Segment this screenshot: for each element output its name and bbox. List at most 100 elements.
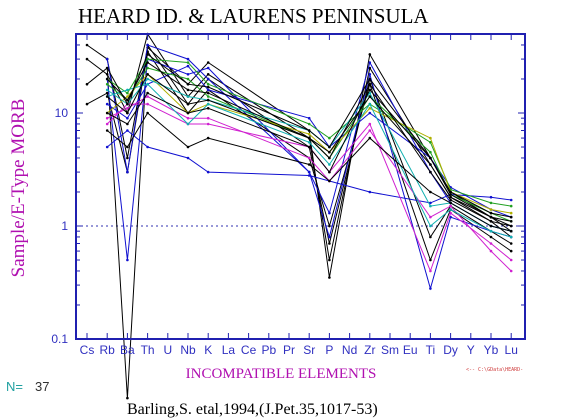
data-point xyxy=(146,91,149,95)
series-line xyxy=(107,83,512,238)
data-point xyxy=(126,111,129,115)
data-point xyxy=(105,66,109,70)
series-line xyxy=(106,65,512,218)
series-line xyxy=(106,58,512,207)
data-point xyxy=(146,73,149,76)
data-point xyxy=(489,249,493,253)
data-point xyxy=(509,224,513,228)
x-tick-label: Pr xyxy=(283,343,295,357)
data-point xyxy=(368,111,372,115)
data-point xyxy=(126,107,129,110)
y-axis-label: Sample/E-Type MORB xyxy=(8,99,29,278)
data-point xyxy=(509,220,513,223)
citation: Barling,S. etal,1994,(J.Pet.35,1017-53) xyxy=(127,401,378,418)
data-point xyxy=(489,229,493,233)
data-point xyxy=(429,163,432,166)
data-point xyxy=(328,145,331,149)
x-tick-label: Ba xyxy=(120,343,135,357)
x-tick-label: Eu xyxy=(403,343,418,357)
data-point xyxy=(126,98,129,102)
data-point xyxy=(449,190,452,194)
data-point xyxy=(186,57,190,61)
data-point xyxy=(509,249,513,253)
y-tick-labels: 0.1 1 10 xyxy=(51,33,525,346)
data-point xyxy=(146,61,149,64)
data-point xyxy=(186,77,190,81)
data-point xyxy=(105,145,109,149)
data-point xyxy=(105,129,109,132)
series-line xyxy=(106,89,512,227)
data-point xyxy=(328,136,331,140)
data-point xyxy=(105,116,109,120)
data-point xyxy=(206,116,210,120)
data-point xyxy=(186,88,190,92)
data-point xyxy=(429,235,432,239)
data-point xyxy=(307,136,311,140)
data-point xyxy=(509,204,513,208)
data-point xyxy=(186,82,190,86)
data-point xyxy=(307,122,311,126)
data-point xyxy=(509,229,513,233)
data-point xyxy=(186,73,190,76)
data-point xyxy=(368,129,372,132)
data-point xyxy=(368,61,372,64)
data-point xyxy=(509,242,513,245)
data-point xyxy=(368,66,372,70)
x-tick-label: Rb xyxy=(100,343,116,357)
data-point xyxy=(449,204,452,208)
x-tick-label: Sr xyxy=(303,343,315,357)
data-point xyxy=(146,43,149,47)
file-path-note: <-- C:\GData\HEARD- xyxy=(466,367,523,373)
data-point xyxy=(206,102,210,106)
data-point xyxy=(328,224,331,228)
x-tick-label: Nd xyxy=(342,343,357,357)
data-point xyxy=(186,102,190,106)
data-point xyxy=(186,116,190,120)
x-tick-label: Yb xyxy=(484,343,499,357)
data-point xyxy=(206,77,210,81)
data-point xyxy=(186,122,190,126)
data-point xyxy=(368,122,372,126)
x-tick-label: Sm xyxy=(381,343,399,357)
data-point xyxy=(85,102,89,106)
series-line xyxy=(106,112,512,232)
data-point xyxy=(206,107,210,110)
data-point xyxy=(126,156,129,160)
y-tick-label: 10 xyxy=(55,106,69,120)
x-tick-label: Ti xyxy=(426,343,436,357)
data-point xyxy=(307,116,311,120)
data-point xyxy=(307,132,311,136)
data-point xyxy=(206,66,210,70)
series-line xyxy=(106,58,512,291)
data-point xyxy=(509,235,513,239)
data-point xyxy=(126,91,129,95)
data-point xyxy=(328,235,331,239)
data-point xyxy=(206,91,210,95)
series-line xyxy=(106,61,512,227)
data-point xyxy=(85,57,89,61)
data-point xyxy=(206,61,210,64)
x-tick-label: La xyxy=(222,343,236,357)
plot-frame xyxy=(75,33,526,340)
data-point xyxy=(105,122,109,126)
y-tick-label: 0.1 xyxy=(51,332,68,346)
data-point xyxy=(146,145,149,149)
data-point xyxy=(489,215,493,219)
data-point xyxy=(126,129,129,132)
x-tick-label: Y xyxy=(467,343,475,357)
data-point xyxy=(146,53,149,56)
n-count: 37 xyxy=(35,379,49,394)
data-point xyxy=(368,102,372,106)
data-point xyxy=(368,88,372,92)
data-point xyxy=(368,190,372,194)
data-point xyxy=(449,211,452,215)
data-point xyxy=(429,258,432,262)
data-point xyxy=(449,193,452,196)
data-point xyxy=(509,198,513,202)
x-tick-label: U xyxy=(163,343,172,357)
data-point xyxy=(429,201,432,205)
data-point xyxy=(328,276,331,279)
data-point xyxy=(206,170,210,174)
data-point xyxy=(328,242,331,245)
data-point xyxy=(146,66,149,70)
